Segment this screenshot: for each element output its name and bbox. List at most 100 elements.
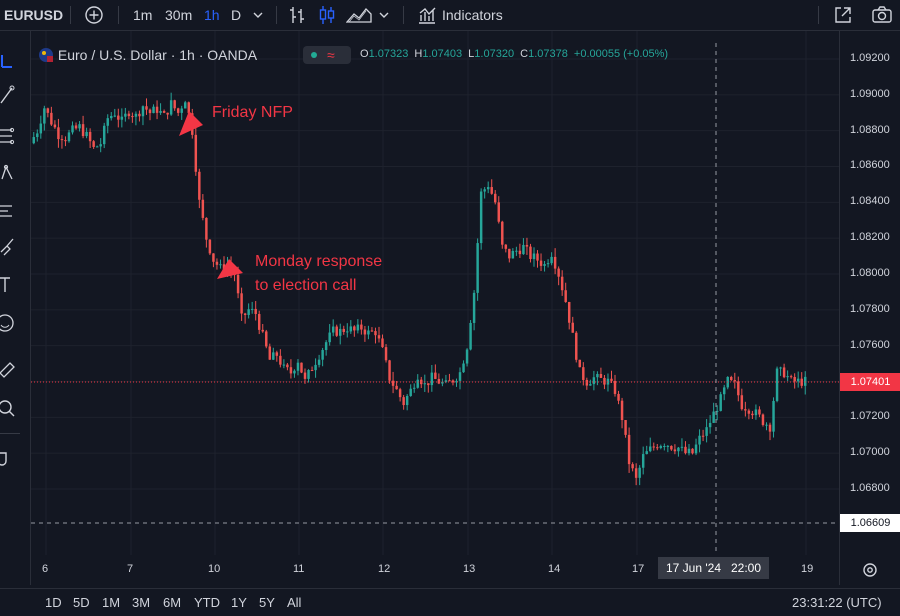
interval-dropdown[interactable] — [252, 0, 266, 30]
range-1m[interactable]: 1M — [102, 595, 121, 610]
toolbar-divider — [276, 6, 277, 24]
candles-style-button[interactable] — [318, 0, 338, 30]
candle-body — [532, 253, 536, 259]
candle-body — [627, 434, 631, 465]
magnet-tool-icon[interactable] — [0, 449, 20, 469]
grid — [31, 31, 839, 555]
candle-body — [793, 376, 796, 382]
candle-body — [39, 123, 43, 134]
interval-1h[interactable]: 1h — [204, 7, 220, 23]
fib-tool-icon[interactable] — [0, 126, 20, 146]
trend-line-tool-icon[interactable] — [0, 85, 20, 105]
candle-body — [367, 330, 370, 335]
candle-body — [730, 376, 733, 381]
candle-body — [324, 342, 328, 351]
utc-clock[interactable]: 23:31:22 (UTC) — [792, 595, 882, 610]
symbol-search-button[interactable]: EURUSD — [4, 7, 64, 23]
range-5y[interactable]: 5Y — [259, 595, 275, 610]
cursor-tool-icon[interactable] — [0, 53, 20, 73]
time-axis[interactable]: 6 7 10 11 12 13 14 17 19 17 Jun '24 22:0… — [31, 555, 839, 585]
candle-body — [339, 328, 342, 336]
ruler-tool-icon[interactable] — [0, 359, 20, 379]
candle-body — [592, 377, 596, 385]
candle-body — [141, 106, 145, 117]
candle-body — [772, 400, 775, 432]
toolbar-divider — [70, 6, 71, 24]
candle-body — [546, 263, 550, 265]
time-tick: 13 — [463, 563, 476, 575]
indicators-label[interactable]: Indicators — [442, 7, 503, 23]
snapshot-button[interactable] — [871, 0, 893, 30]
text-tool-icon[interactable] — [0, 275, 20, 295]
range-1d[interactable]: 1D — [45, 595, 62, 610]
candle-body — [155, 106, 159, 113]
candle-body — [687, 448, 691, 454]
candle-body — [656, 447, 659, 449]
candle-body — [557, 268, 560, 277]
interval-d[interactable]: D — [231, 7, 242, 23]
pattern-tool-icon[interactable] — [0, 163, 20, 183]
candle-body — [346, 331, 349, 333]
price-axis[interactable]: 1.09200 1.09000 1.08800 1.08600 1.08400 … — [839, 31, 900, 585]
candle-body — [335, 326, 338, 336]
candle-body — [430, 372, 434, 386]
chart-settings-button[interactable] — [860, 560, 880, 580]
interval-1m[interactable]: 1m — [133, 7, 153, 23]
interval-30m[interactable]: 30m — [165, 7, 193, 23]
candle-body — [596, 373, 599, 378]
range-bar: 1D 5D 1M 3M 6M YTD 1Y 5Y All 23:31:22 (U… — [0, 588, 900, 616]
candle-body — [518, 250, 522, 255]
forecast-tool-icon[interactable] — [0, 201, 20, 221]
area-style-button[interactable] — [345, 0, 372, 30]
range-ytd[interactable]: YTD — [194, 595, 220, 610]
candle-body — [698, 435, 701, 445]
candle-body — [240, 293, 243, 314]
brush-tool-icon[interactable] — [0, 236, 20, 256]
candle-body — [758, 409, 761, 415]
market-status-badge[interactable]: ≈ — [303, 46, 351, 64]
indicators-button[interactable] — [417, 0, 437, 30]
area-chart-icon — [345, 8, 372, 23]
candle-body — [786, 376, 789, 378]
candle-body — [57, 127, 60, 140]
candle-body — [613, 380, 617, 394]
candle-body — [265, 331, 268, 347]
candle-body — [215, 261, 219, 265]
close-value: 1.07378 — [528, 48, 568, 60]
candle-body — [427, 383, 430, 386]
range-all[interactable]: All — [287, 595, 302, 610]
candle-body — [148, 109, 152, 114]
candle-body — [391, 380, 395, 386]
candle-body — [553, 256, 557, 269]
time-tick: 7 — [127, 563, 134, 575]
current-price-label: 1.07401 — [840, 373, 900, 391]
candle-body — [289, 367, 293, 374]
candle-body — [198, 171, 201, 200]
chart-style-dropdown[interactable] — [378, 0, 392, 30]
emoji-tool-icon[interactable] — [0, 313, 20, 333]
zoom-tool-icon[interactable] — [0, 399, 20, 419]
candle-body — [666, 445, 670, 447]
candle-body — [134, 113, 138, 117]
candle-body — [46, 108, 50, 113]
candle-body — [599, 373, 603, 378]
range-5d[interactable]: 5D — [73, 595, 90, 610]
candle-body — [754, 409, 758, 416]
fullscreen-button[interactable] — [833, 0, 853, 30]
chart-pane[interactable] — [31, 31, 839, 585]
candle-body — [737, 381, 740, 396]
bar-style-button[interactable] — [288, 0, 308, 30]
price-chart[interactable] — [31, 31, 839, 555]
add-symbol-button[interactable] — [84, 0, 104, 30]
candle-body — [377, 335, 381, 339]
range-1y[interactable]: 1Y — [231, 595, 247, 610]
candle-body — [120, 116, 124, 120]
range-6m[interactable]: 6M — [163, 595, 182, 610]
candle-body — [567, 301, 571, 323]
price-tick: 1.08800 — [850, 124, 890, 136]
range-3m[interactable]: 3M — [132, 595, 151, 610]
candle-body — [701, 435, 705, 437]
candle-body — [402, 397, 405, 406]
candle-body — [708, 422, 712, 428]
candle-body — [342, 328, 345, 332]
